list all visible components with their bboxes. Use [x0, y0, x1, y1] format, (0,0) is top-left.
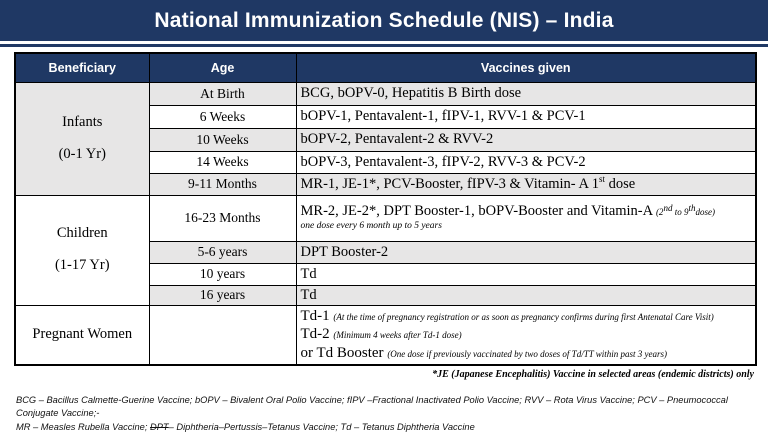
vaccines-cell: DPT Booster-2 [295, 240, 757, 264]
beneficiary-name: Infants [62, 113, 103, 130]
age-cell: 5-6 years [148, 240, 297, 264]
ordinal-superscript: nd [663, 202, 673, 213]
vaccines-text: MR-1, JE-1*, PCV-Booster, fIPV-3 & Vitam… [300, 175, 600, 192]
vaccines-text: MR-2, JE-2*, DPT Booster-1, bOPV-Booster… [300, 202, 656, 219]
dpt-struck-text: DPT [150, 421, 169, 432]
dose-frequency-note: one dose every 6 month up to 5 years [300, 221, 442, 232]
beneficiary-cell-children: Children (1-17 Yr) [14, 194, 150, 306]
vaccines-cell: bOPV-2, Pentavalent-2 & RVV-2 [295, 127, 757, 152]
slide-title-bar: National Immunization Schedule (NIS) – I… [0, 0, 768, 41]
column-header-beneficiary: Beneficiary [14, 52, 150, 83]
table-row: Children (1-17 Yr) 16-23 Months MR-2, JE… [14, 194, 757, 306]
td-booster-line: or Td Booster (One dose if previously va… [301, 344, 752, 363]
beneficiary-name: Children [56, 225, 108, 242]
age-cell: 16-23 Months [148, 194, 297, 242]
vaccines-cell: Td [295, 262, 757, 286]
page-title: National Immunization Schedule (NIS) – I… [154, 8, 614, 32]
dose-note: (2nd to 9thdose) [655, 202, 715, 217]
table-row: 16 years Td [15, 284, 757, 306]
age-cell: 14 Weeks [148, 150, 297, 174]
dose-condition-note: (At the time of pregnancy registration o… [333, 311, 714, 322]
table-row: 9-11 Months MR-1, JE-1*, PCV-Booster, fI… [15, 172, 757, 196]
vaccines-cell: Td [295, 284, 757, 306]
ordinal-superscript: st [599, 173, 606, 184]
spacer [16, 131, 148, 147]
title-divider [0, 44, 768, 47]
vaccine-dose-label: or Td Booster [300, 344, 388, 361]
vaccines-cell: Td-1 (At the time of pregnancy registrat… [295, 304, 757, 366]
beneficiary-cell-infants: Infants (0-1 Yr) [14, 81, 150, 196]
table-header-row: Beneficiary Age Vaccines given [14, 52, 757, 83]
immunization-schedule-table: Beneficiary Age Vaccines given Infants (… [14, 52, 757, 366]
table-row: Pregnant Women Td-1 (At the time of preg… [14, 304, 757, 366]
vaccine-dose-label: Td-2 [300, 326, 334, 343]
age-cell: 16 years [148, 284, 297, 306]
td1-line: Td-1 (At the time of pregnancy registrat… [301, 307, 752, 326]
vaccines-cell: BCG, bOPV-0, Hepatitis B Birth dose [295, 81, 757, 106]
abbreviation-legend: BCG – Bacillus Calmette-Guerine Vaccine;… [16, 394, 756, 433]
age-cell-empty [148, 304, 297, 366]
age-cell: 6 Weeks [148, 104, 297, 129]
beneficiary-cell-pregnant-women: Pregnant Women [14, 304, 150, 366]
age-cell: 9-11 Months [148, 172, 297, 196]
table-row: 5-6 years DPT Booster-2 [15, 240, 757, 264]
beneficiary-range: (1-17 Yr) [54, 257, 110, 273]
dose-condition-note: (One dose if previously vaccinated by tw… [387, 348, 668, 359]
table-row: 10 years Td [15, 262, 757, 286]
vaccine-dose-label: Td-1 [300, 307, 334, 324]
vaccines-text: dose [605, 175, 636, 192]
age-cell: 10 Weeks [148, 127, 297, 152]
table-row: Infants (0-1 Yr) At Birth BCG, bOPV-0, H… [14, 81, 757, 196]
table-row: 14 Weeks bOPV-3, Pentavalent-3, fIPV-2, … [15, 150, 757, 174]
vaccines-cell: MR-1, JE-1*, PCV-Booster, fIPV-3 & Vitam… [295, 172, 757, 196]
spacer [16, 242, 148, 258]
beneficiary-range: (0-1 Yr) [58, 145, 106, 162]
dose-condition-note: (Minimum 4 weeks after Td-1 dose) [333, 330, 462, 341]
vaccines-cell: bOPV-3, Pentavalent-3, fIPV-2, RVV-3 & P… [295, 150, 757, 174]
beneficiary-name: Pregnant Women [32, 325, 133, 342]
vaccines-cell: bOPV-1, Pentavalent-1, fIPV-1, RVV-1 & P… [295, 104, 757, 129]
td2-line: Td-2 (Minimum 4 weeks after Td-1 dose) [301, 325, 752, 344]
ordinal-superscript: th [688, 202, 696, 213]
je-vaccine-footnote: *JE (Japanese Encephalitis) Vaccine in s… [432, 369, 754, 380]
table-row: 10 Weeks bOPV-2, Pentavalent-2 & RVV-2 [15, 127, 757, 152]
column-header-age: Age [148, 52, 297, 83]
column-header-vaccines: Vaccines given [295, 52, 757, 83]
age-cell: At Birth [148, 81, 297, 106]
abbreviation-line-1: BCG – Bacillus Calmette-Guerine Vaccine;… [16, 395, 728, 419]
abbreviation-line-2: MR – Measles Rubella Vaccine; DPT– Dipht… [16, 421, 475, 432]
age-cell: 10 years [148, 262, 297, 286]
vaccines-cell: MR-2, JE-2*, DPT Booster-1, bOPV-Booster… [295, 194, 757, 242]
